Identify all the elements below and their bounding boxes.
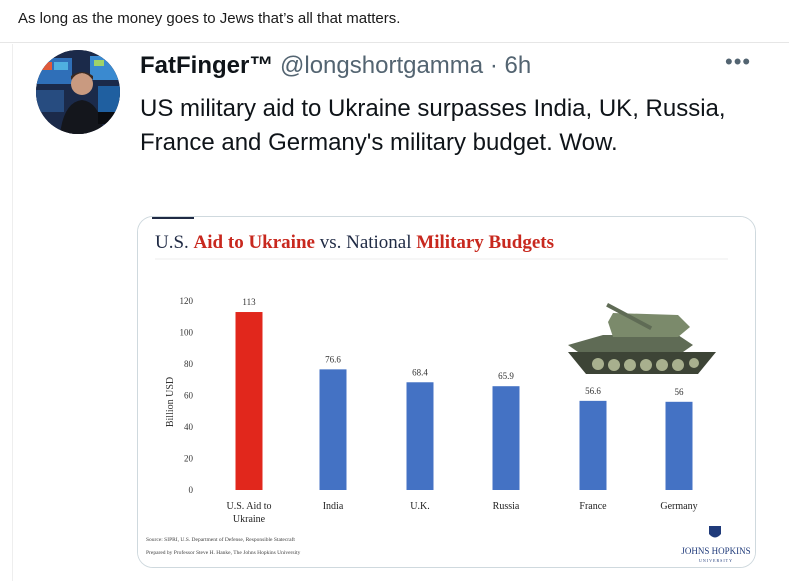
more-options-icon[interactable]: •••: [725, 49, 752, 74]
source-line-1: Source: SIPRI, U.S. Department of Defens…: [146, 536, 295, 543]
source-line-2: Prepared by Professor Steve H. Hanke, Th…: [146, 549, 301, 556]
data-label: 113: [242, 297, 256, 307]
avatar[interactable]: [36, 50, 120, 134]
display-name[interactable]: FatFinger™: [140, 52, 274, 79]
y-axis-label: Billion USD: [165, 377, 176, 427]
bar: [492, 386, 520, 490]
logo-text: JOHNS HOPKINS: [681, 546, 750, 556]
comment-text: As long as the money goes to Jews that’s…: [18, 10, 401, 27]
bar: [235, 312, 263, 490]
x-tick-label: Germany: [660, 501, 697, 512]
x-tick-label: U.S. Aid to: [226, 501, 271, 512]
y-tick-label: 120: [180, 296, 194, 306]
data-label: 56: [675, 387, 685, 397]
x-tick-label: India: [323, 501, 344, 512]
tank-illustration: [568, 303, 716, 374]
y-tick-label: 40: [184, 422, 194, 432]
x-tick-label: Ukraine: [233, 514, 266, 525]
chart-title-part2: Aid to Ukraine: [194, 232, 315, 253]
bar: [319, 369, 347, 490]
handle[interactable]: @longshortgamma: [280, 52, 484, 79]
tweet-author-row: FatFinger™ @longshortgamma · 6h: [140, 52, 531, 80]
y-tick-label: 60: [184, 391, 194, 401]
data-label: 56.6: [585, 386, 601, 396]
chart-title-part3: vs. National: [315, 232, 416, 253]
x-tick-label: France: [579, 501, 607, 512]
chart-title: U.S. Aid to Ukraine vs. National Militar…: [155, 232, 554, 253]
chart-title-part1: U.S.: [155, 232, 194, 253]
y-tick-label: 100: [180, 328, 194, 338]
data-label: 68.4: [412, 367, 428, 377]
y-tick-label: 0: [189, 485, 194, 495]
data-label: 65.9: [498, 371, 514, 381]
y-tick-label: 80: [184, 359, 194, 369]
chart-title-part4: Military Budgets: [416, 232, 554, 253]
johns-hopkins-logo: JOHNS HOPKINS UNIVERSITY: [681, 526, 751, 563]
divider: [0, 42, 789, 43]
quoted-tweet-card[interactable]: [12, 44, 787, 581]
tweet-media-image[interactable]: U.S. Aid to Ukraine vs. National Militar…: [137, 216, 756, 568]
data-label: 76.6: [325, 354, 341, 364]
separator-dot: ·: [489, 52, 498, 79]
x-tick-label: U.K.: [410, 501, 429, 512]
bar-chart: U.S. Aid to Ukraine vs. National Militar…: [138, 217, 755, 567]
bar: [406, 382, 434, 490]
bar: [579, 400, 607, 490]
tweet-text: US military aid to Ukraine surpasses Ind…: [140, 95, 726, 156]
logo-subtext: UNIVERSITY: [699, 558, 733, 563]
timestamp[interactable]: 6h: [504, 52, 532, 79]
x-tick-label: Russia: [493, 501, 520, 512]
y-tick-label: 20: [184, 454, 194, 464]
bar: [665, 401, 693, 490]
